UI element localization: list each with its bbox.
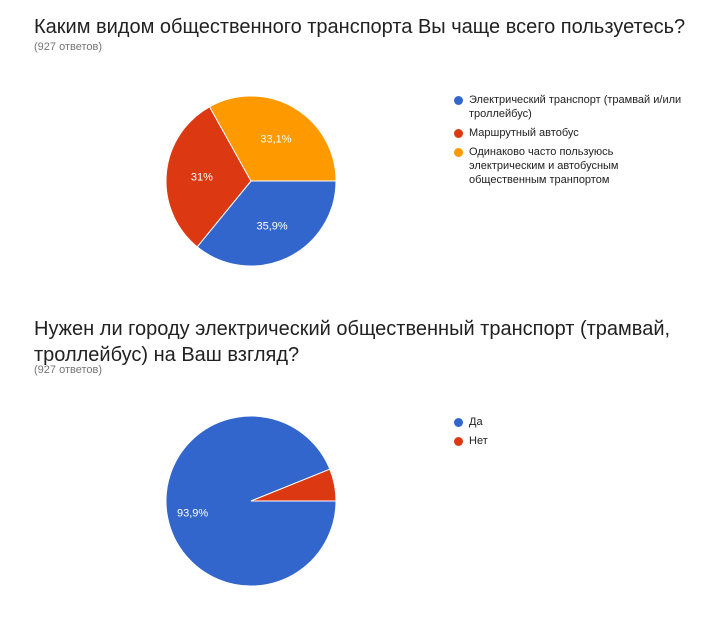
chart1-slice-1	[165, 106, 252, 248]
chart2-legend-label-0: Да	[469, 416, 483, 428]
chart1-title: Каким видом общественного транспорта Вы …	[34, 16, 686, 38]
chart1-slice-label-0: 35,9%	[257, 221, 288, 233]
chart2-response-count: (927 ответов)	[34, 364, 102, 376]
chart1-legend-label-0: Электрический транспорт (трамвай и/или т…	[469, 94, 682, 120]
chart2-legend: Да Нет	[454, 415, 654, 453]
chart1-legend-swatch-2	[454, 148, 463, 157]
chart1-legend-swatch-0	[454, 96, 463, 105]
chart2-legend-item-1: Нет	[454, 434, 654, 448]
chart2-legend-swatch-1	[454, 437, 463, 446]
chart2-legend-swatch-0	[454, 418, 463, 427]
chart1-slice-2	[208, 95, 337, 182]
chart2-legend-label-1: Нет	[469, 435, 488, 447]
chart1-legend: Электрический транспорт (трамвай и/или т…	[454, 93, 684, 192]
chart1-slice-0	[196, 180, 337, 267]
chart2-legend-item-0: Да	[454, 415, 654, 429]
chart1-slice-label-2: 33,1%	[260, 133, 291, 145]
chart1-legend-item-0: Электрический транспорт (трамвай и/или т…	[454, 93, 684, 121]
chart1-response-count: (927 ответов)	[34, 41, 102, 53]
chart1-slice-label-1: 31%	[191, 172, 213, 184]
chart1-legend-label-1: Маршрутный автобус	[469, 127, 579, 139]
chart1-pie: 35,9% 31% 33,1%	[165, 95, 337, 267]
chart2-title: Нужен ли городу электрический общественн…	[34, 318, 671, 366]
chart1-legend-item-1: Маршрутный автобус	[454, 126, 684, 140]
chart1-legend-swatch-1	[454, 129, 463, 138]
chart2-pie: 93,9%	[165, 415, 337, 587]
chart1-legend-item-2: Одинаково часто пользуюсь электрическим …	[454, 145, 684, 187]
chart2-slice-label-0: 93,9%	[177, 507, 208, 519]
chart2-slice-1	[250, 468, 337, 502]
chart1-legend-label-2: Одинаково часто пользуюсь электрическим …	[469, 146, 619, 186]
